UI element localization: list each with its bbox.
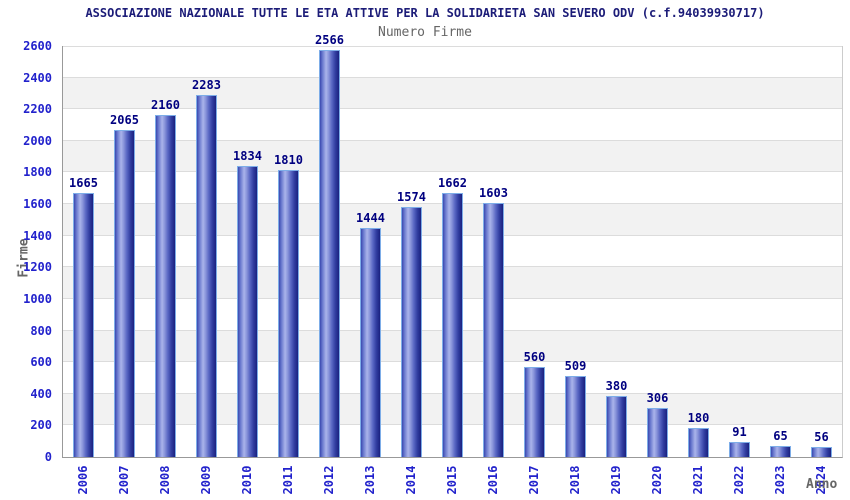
- bar-value-label: 509: [564, 358, 587, 373]
- x-category-label: 2015: [444, 465, 459, 495]
- x-category-label: 2020: [649, 465, 664, 495]
- bar-2020: [647, 407, 668, 457]
- x-category-label: 2022: [731, 465, 746, 495]
- y-tick-label: 200: [30, 418, 52, 433]
- x-category-label: 2016: [485, 465, 500, 495]
- y-tick-label: 600: [30, 355, 52, 370]
- bar-2010: [237, 166, 258, 457]
- bar-2012: [319, 50, 340, 457]
- x-category-label: 2011: [280, 465, 295, 495]
- x-category-label: 2014: [403, 465, 418, 495]
- bar-2014: [401, 207, 422, 457]
- y-tick-label: 2400: [23, 70, 52, 85]
- plot-area: 1665 2065 2160 2283 1834 1810 2566 1444 1574 1662…: [62, 34, 843, 458]
- y-tick-label: 2200: [23, 102, 52, 117]
- bar-value-label: 1444: [356, 210, 385, 225]
- bar-value-label: 1662: [438, 176, 467, 191]
- x-category-label: 2012: [321, 465, 336, 495]
- bar-2011: [278, 169, 299, 457]
- plot-band: [63, 46, 842, 78]
- bar-2019: [606, 395, 627, 457]
- gridline: [63, 76, 842, 78]
- y-tick-label: 0: [44, 450, 52, 464]
- plot-band: [63, 77, 842, 110]
- bar-2021: [688, 427, 709, 457]
- bar-value-label: 2283: [192, 78, 221, 93]
- bar-value-label: 2160: [151, 97, 180, 112]
- bar-2024: [811, 447, 832, 457]
- bar-value-label: 180: [687, 410, 710, 425]
- plot-band: [63, 109, 842, 141]
- bar-2018: [565, 375, 586, 457]
- x-category-label: 2009: [198, 465, 213, 495]
- y-axis: 0 200 400 600 800 1000 1200 1400 1600 1800 2000 220…: [0, 39, 52, 464]
- bar-2022: [729, 441, 750, 457]
- bar-value-label: 1574: [397, 190, 426, 205]
- bar-value-label: 1603: [479, 185, 508, 200]
- bar-value-label: 380: [605, 378, 628, 393]
- x-axis-title: Anno: [806, 477, 838, 492]
- bar-2023: [770, 445, 791, 457]
- gridline: [63, 139, 842, 141]
- y-tick-label: 2000: [23, 133, 52, 148]
- bar-value-label: 91: [732, 424, 747, 439]
- bar-value-label: 1665: [69, 175, 98, 190]
- bar-2007: [114, 129, 135, 457]
- x-category-label: 2007: [116, 465, 131, 495]
- x-category-label: 2010: [239, 465, 254, 495]
- bar-value-label: 2566: [315, 33, 344, 48]
- bar-2008: [155, 114, 176, 457]
- bar-value-label: 306: [646, 390, 669, 405]
- bar-2013: [360, 227, 381, 457]
- y-tick-label: 1800: [23, 165, 52, 180]
- y-tick-label: 2600: [23, 39, 52, 53]
- y-tick-label: 1600: [23, 197, 52, 212]
- y-tick-label: 1400: [23, 228, 52, 243]
- x-axis: 2006 2007 2008 2009 2010 2011 2012 2013 2014 2015…: [62, 463, 841, 500]
- y-tick-label: 800: [30, 323, 52, 338]
- bar-2009: [196, 95, 217, 457]
- x-category-label: 2013: [362, 465, 377, 495]
- chart-title: ASSOCIAZIONE NAZIONALE TUTTE LE ETA ATTI…: [85, 6, 765, 20]
- bar-2015: [442, 193, 463, 457]
- gridline: [63, 171, 842, 173]
- x-category-label: 2021: [690, 465, 705, 495]
- bar-2016: [483, 202, 504, 457]
- gridline: [63, 108, 842, 110]
- gridline: [63, 46, 842, 47]
- y-tick-label: 1000: [23, 291, 52, 306]
- x-category-label: 2018: [567, 465, 582, 495]
- y-tick-label: 1200: [23, 260, 52, 275]
- bar-value-label: 2065: [110, 112, 139, 127]
- bar-value-label: 1834: [233, 149, 262, 164]
- x-category-label: 2017: [526, 465, 541, 495]
- x-category-label: 2008: [157, 465, 172, 495]
- x-category-label: 2006: [75, 465, 90, 495]
- bar-2006: [73, 192, 94, 457]
- bar-value-label: 1810: [274, 152, 303, 167]
- bar-2017: [524, 367, 545, 457]
- y-tick-label: 400: [30, 386, 52, 401]
- bar-value-label: 56: [814, 430, 829, 445]
- plot-band: [63, 140, 842, 173]
- bar-value-label: 560: [523, 350, 546, 365]
- chart-subtitle: Numero Firme: [378, 25, 472, 40]
- bar-value-label: 65: [773, 428, 788, 443]
- x-category-label: 2019: [608, 465, 623, 495]
- x-category-label: 2023: [772, 465, 787, 495]
